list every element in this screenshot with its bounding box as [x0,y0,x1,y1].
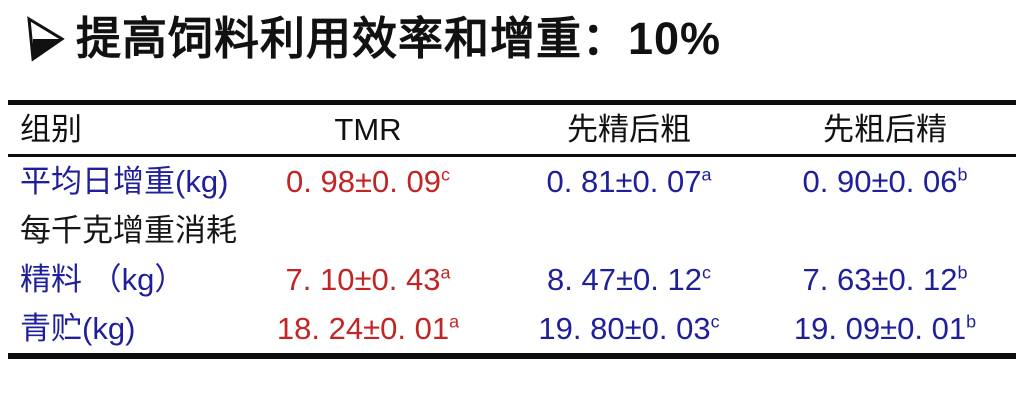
data-table: 组别 TMR 先精后粗 先粗后精 平均日增重(kg) 0. 98±0. 09c … [8,100,1016,359]
table-row: 每千克增重消耗 [8,206,1016,255]
header-cell-tmr: TMR [334,112,402,147]
value-text: 19. 80±0. 03 [538,311,711,346]
superscript-letter: c [701,262,711,283]
value-text: 7. 10±0. 43 [285,262,441,297]
superscript-letter: c [440,164,450,185]
superscript-letter: a [449,311,460,332]
value-cell: 7. 63±0. 12b [762,255,1008,304]
value-text: 0. 98±0. 09 [286,164,441,199]
value-cell: 0. 98±0. 09c [240,157,496,206]
page-title: 提高饲料利用效率和增重：10% [76,13,722,64]
header-cell-concentrate-first: 先精后粗 [567,112,691,147]
value-text: 0. 90±0. 06 [802,164,958,199]
superscript-letter: b [966,311,977,332]
row-label: 精料 （kg） [20,262,186,297]
value-text: 8. 47±0. 12 [547,262,702,297]
header-cell-group: 组别 [20,112,82,147]
header-cell-roughage-first: 先粗后精 [823,112,947,147]
value-cell: 18. 24±0. 01a [240,304,496,353]
value-cell: 8. 47±0. 12c [496,255,762,304]
table-row: 平均日增重(kg) 0. 98±0. 09c 0. 81±0. 07a 0. 9… [8,157,1016,206]
row-label: 平均日增重(kg) [20,164,229,199]
title-row: 提高饲料利用效率和增重：10% [26,10,1024,68]
superscript-letter: a [440,262,451,283]
value-cell: 7. 10±0. 43a [240,255,496,304]
row-label: 青贮(kg) [20,311,136,346]
superscript-letter: c [710,311,720,332]
value-text: 7. 63±0. 12 [802,262,958,297]
value-text: 0. 81±0. 07 [546,164,702,199]
arrowhead-bullet-icon [27,16,65,62]
superscript-letter: a [701,164,712,185]
value-cell: 19. 80±0. 03c [496,304,762,353]
superscript-letter: b [957,262,968,283]
row-label: 每千克增重消耗 [20,213,237,248]
value-cell: 0. 90±0. 06b [762,157,1008,206]
value-text: 18. 24±0. 01 [276,311,450,346]
value-text: 19. 09±0. 01 [793,311,967,346]
superscript-letter: b [957,164,968,185]
value-cell: 0. 81±0. 07a [496,157,762,206]
table-header-row: 组别 TMR 先精后粗 先粗后精 [8,105,1016,157]
value-cell: 19. 09±0. 01b [762,304,1008,353]
table-row: 青贮(kg) 18. 24±0. 01a 19. 80±0. 03c 19. 0… [8,304,1016,353]
table-row: 精料 （kg） 7. 10±0. 43a 8. 47±0. 12c 7. 63±… [8,255,1016,304]
